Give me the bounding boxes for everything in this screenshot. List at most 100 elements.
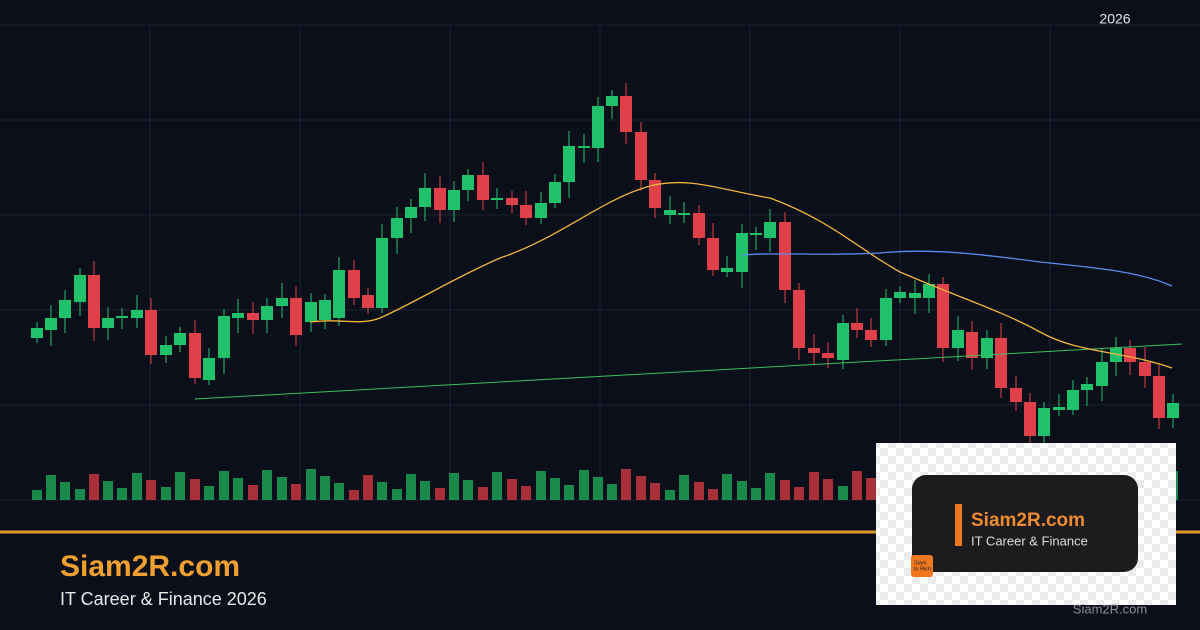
candle-body: [779, 222, 791, 290]
candle-body: [851, 323, 863, 330]
candle-body: [362, 295, 374, 308]
volume-bar: [132, 473, 142, 500]
volume-bar: [146, 480, 156, 500]
logo-card: [912, 475, 1138, 572]
volume-bar: [190, 479, 200, 500]
volume-bar: [794, 487, 804, 500]
volume-bar: [377, 482, 387, 500]
volume-bar: [46, 475, 56, 500]
logo-subtitle: IT Career & Finance: [971, 533, 1088, 548]
candle-body: [1167, 403, 1179, 418]
candle-body: [31, 328, 43, 338]
volume-bar: [392, 489, 402, 500]
moving-average-short: [309, 181, 1173, 369]
volume-bar: [665, 490, 675, 500]
volume-bar: [507, 479, 517, 500]
candle-body: [1024, 402, 1036, 436]
candle-body: [966, 332, 978, 358]
candle-body: [1124, 348, 1136, 362]
candle-body: [174, 333, 186, 345]
logo-panel: Siam2R.com IT Career & Finance Siam to R…: [876, 443, 1176, 605]
candle-body: [995, 338, 1007, 388]
candle-body: [736, 233, 748, 272]
candle-body: [721, 268, 733, 272]
candle-body: [348, 270, 360, 298]
volume-bar: [636, 476, 646, 500]
badge-line1: Siam: [914, 560, 927, 566]
logo-badge: [911, 555, 933, 577]
volume-bar: [248, 485, 258, 500]
volume-bar: [492, 472, 502, 500]
volume-bar: [449, 473, 459, 500]
candle-body: [1081, 384, 1093, 390]
volume-bar: [60, 482, 70, 500]
volume-bar: [708, 489, 718, 500]
volume-bar: [32, 490, 42, 500]
candle-body: [764, 222, 776, 238]
candle-body: [59, 300, 71, 318]
candle-body: [1139, 362, 1151, 376]
volume-bar: [852, 471, 862, 500]
candle-body: [606, 96, 618, 106]
candle-body: [448, 190, 460, 210]
candle-body: [693, 213, 705, 238]
candle-body: [74, 275, 86, 302]
candle-body: [1053, 407, 1065, 410]
candle-body: [837, 323, 849, 360]
trend-line: [194, 343, 1183, 400]
candle-body: [261, 306, 273, 320]
candle-body: [750, 233, 762, 235]
volume-bar: [780, 480, 790, 500]
candle-body: [822, 353, 834, 358]
volume-bar: [103, 481, 113, 500]
volume-bar: [823, 479, 833, 500]
volume-bar: [233, 478, 243, 500]
candle-body: [808, 348, 820, 353]
volume-bar: [607, 484, 617, 500]
candle-body: [305, 302, 317, 322]
brand-title: Siam2R.com: [60, 550, 240, 583]
candle-body: [333, 270, 345, 318]
candle-body: [1010, 388, 1022, 402]
volume-bar: [334, 483, 344, 500]
candle-body: [937, 284, 949, 348]
volume-bar: [809, 472, 819, 500]
candle-body: [1153, 376, 1165, 418]
candle-body: [865, 330, 877, 340]
candle-body: [707, 238, 719, 270]
candle-body: [520, 205, 532, 218]
candle-body: [894, 292, 906, 298]
candle-body: [276, 298, 288, 306]
volume-bar: [550, 478, 560, 500]
volume-bar: [521, 486, 531, 500]
volume-bar: [219, 471, 229, 500]
candle-body: [218, 316, 230, 358]
volume-bar: [866, 478, 876, 500]
volume-bar: [306, 469, 316, 500]
candle-body: [981, 338, 993, 358]
volume-bar: [349, 490, 359, 500]
volume-bar: [89, 474, 99, 500]
candle-body: [880, 298, 892, 340]
volume-bar: [593, 477, 603, 500]
volume-bar: [204, 486, 214, 500]
candle-body: [160, 345, 172, 355]
volume-bar: [435, 488, 445, 500]
candles: [31, 83, 1179, 444]
candle-body: [649, 180, 661, 208]
volume-bar: [694, 482, 704, 500]
candle-body: [549, 182, 561, 203]
candle-body: [477, 175, 489, 200]
candle-body: [909, 293, 921, 298]
volume-bar: [478, 487, 488, 500]
brand-subtitle: IT Career & Finance 2026: [60, 589, 267, 609]
candle-body: [131, 310, 143, 318]
candle-body: [535, 203, 547, 218]
candle-body: [923, 284, 935, 298]
candle-body: [620, 96, 632, 132]
candle-body: [1110, 348, 1122, 362]
candle-body: [1096, 362, 1108, 386]
candle-body: [145, 310, 157, 355]
candle-body: [247, 313, 259, 320]
volume-bar: [320, 476, 330, 500]
